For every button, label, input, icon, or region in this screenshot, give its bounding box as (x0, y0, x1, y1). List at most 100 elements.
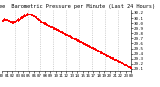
Point (92, 47, 95, 48)
Point (13, 21, 16, 23)
Point (104, 54, 107, 55)
Point (35, 17, 37, 18)
Point (49, 26, 51, 27)
Point (112, 58, 114, 59)
Point (5, 18, 8, 20)
Point (50, 26, 52, 27)
Point (27, 13, 30, 14)
Point (89, 46, 92, 47)
Point (55, 29, 58, 30)
Point (108, 56, 110, 57)
Point (37, 19, 40, 20)
Point (43, 22, 45, 24)
Point (48, 26, 51, 27)
Point (14, 20, 16, 22)
Point (102, 53, 104, 54)
Point (127, 65, 129, 67)
Point (128, 67, 131, 68)
Point (107, 55, 109, 56)
Point (37, 18, 39, 20)
Point (62, 33, 65, 34)
Point (87, 45, 90, 47)
Point (24, 14, 27, 15)
Point (12, 22, 15, 23)
Point (38, 20, 41, 21)
Point (30, 14, 32, 15)
Point (67, 35, 70, 37)
Point (74, 39, 77, 40)
Point (92, 48, 95, 49)
Point (14, 20, 16, 22)
Point (57, 30, 59, 31)
Point (100, 52, 102, 53)
Point (73, 38, 76, 39)
Point (93, 48, 96, 50)
Point (95, 49, 98, 51)
Point (14, 20, 17, 21)
Point (110, 56, 112, 58)
Point (85, 45, 88, 46)
Point (6, 19, 8, 21)
Point (29, 14, 32, 15)
Point (74, 38, 77, 39)
Point (57, 29, 59, 31)
Point (89, 47, 92, 48)
Point (94, 48, 96, 49)
Point (41, 21, 44, 23)
Point (45, 24, 48, 26)
Point (66, 34, 69, 35)
Point (65, 34, 67, 35)
Point (124, 64, 126, 65)
Point (95, 49, 98, 50)
Point (54, 28, 57, 29)
Point (97, 50, 100, 52)
Point (129, 66, 132, 68)
Point (68, 36, 71, 37)
Point (49, 26, 51, 27)
Point (16, 19, 18, 21)
Point (6, 19, 9, 21)
Point (56, 29, 58, 31)
Point (73, 38, 75, 39)
Point (110, 57, 112, 58)
Point (30, 14, 33, 15)
Point (89, 46, 92, 48)
Point (45, 23, 48, 25)
Point (11, 21, 14, 23)
Point (127, 65, 130, 67)
Point (83, 43, 86, 44)
Point (15, 20, 17, 22)
Point (117, 60, 119, 61)
Point (5, 19, 7, 21)
Point (27, 14, 30, 15)
Point (81, 42, 84, 44)
Point (32, 14, 35, 16)
Point (107, 55, 110, 56)
Point (77, 40, 80, 42)
Point (18, 19, 20, 20)
Point (84, 44, 86, 45)
Point (94, 48, 97, 50)
Point (112, 58, 115, 60)
Point (125, 65, 128, 66)
Point (23, 14, 25, 16)
Point (127, 66, 129, 67)
Point (70, 36, 72, 37)
Point (92, 48, 95, 49)
Point (101, 52, 103, 53)
Point (47, 25, 50, 27)
Point (2, 19, 4, 21)
Point (107, 56, 110, 57)
Point (39, 21, 41, 22)
Point (129, 66, 131, 67)
Point (107, 56, 110, 57)
Point (123, 64, 126, 65)
Point (108, 56, 110, 57)
Point (109, 56, 111, 58)
Point (124, 64, 126, 65)
Point (3, 19, 5, 20)
Point (84, 44, 87, 46)
Point (35, 18, 38, 19)
Point (32, 15, 34, 16)
Point (120, 62, 122, 64)
